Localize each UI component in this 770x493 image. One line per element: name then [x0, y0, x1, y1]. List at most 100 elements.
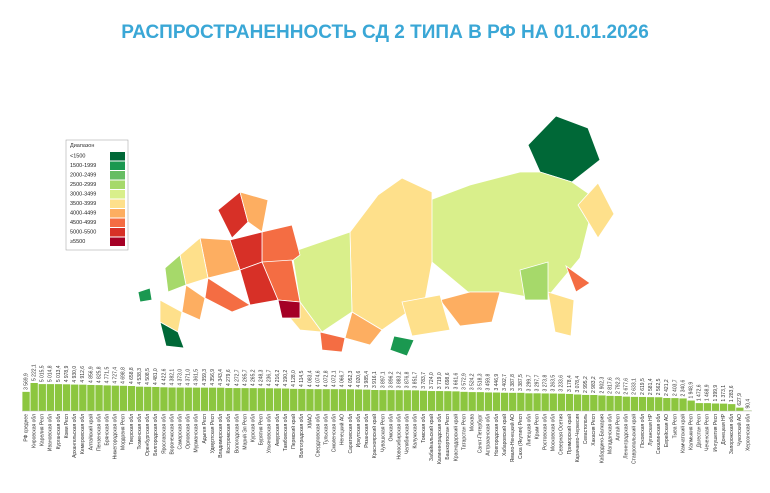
- bar: [509, 393, 516, 411]
- value-label: 4 190,2: [283, 370, 289, 387]
- bar: [177, 388, 184, 411]
- bar: [590, 395, 597, 411]
- x-tick-label: Архангельская обл: [72, 414, 78, 458]
- value-label: 2 619,5: [640, 378, 646, 395]
- bar: [671, 398, 678, 411]
- value-label: 4 538,3: [137, 368, 143, 385]
- x-tick-label: Владимирская обл: [218, 414, 224, 458]
- bar: [647, 397, 654, 411]
- legend-swatch: [110, 190, 125, 199]
- value-label: 4 481,0: [153, 368, 159, 385]
- bar: [736, 408, 743, 411]
- value-label: 3 297,7: [534, 374, 540, 391]
- x-tick-label: Самарская обл: [177, 414, 183, 450]
- map-region: [205, 278, 250, 312]
- value-label: 2 902,3: [599, 377, 605, 394]
- value-label: 5 222,1: [31, 364, 37, 381]
- bar: [517, 393, 524, 411]
- x-tick-label: Башкортостан Респ: [445, 414, 451, 460]
- bar: [404, 390, 411, 411]
- x-tick-label: Запорожская обл: [729, 414, 735, 454]
- value-label: 4 114,5: [299, 370, 305, 387]
- bar: [379, 390, 386, 411]
- bar: [387, 390, 394, 411]
- x-tick-label: Липецкая обл: [526, 414, 532, 446]
- value-label: 3 719,0: [437, 372, 443, 389]
- bar: [258, 388, 265, 411]
- bar: [420, 391, 427, 411]
- value-label: 2 633,1: [632, 378, 638, 395]
- bar: [71, 385, 78, 411]
- value-label: 4 771,5: [104, 367, 110, 384]
- x-tick-label: Ростовская обл: [542, 414, 548, 450]
- x-tick-label: Санкт-Петербург: [478, 414, 484, 453]
- x-tick-label: Бурятия Респ: [259, 414, 265, 446]
- value-label: 3 851,7: [413, 371, 419, 388]
- bar: [574, 394, 581, 411]
- x-tick-label: Калининградская обл: [437, 414, 443, 464]
- bar: [371, 390, 378, 411]
- legend-label: 4000-4499: [70, 210, 96, 216]
- x-tick-label: Чукотский АО: [736, 414, 743, 446]
- value-label: 1 948,9: [688, 382, 694, 399]
- bar: [250, 388, 257, 411]
- bar: [436, 391, 443, 411]
- bar: [712, 403, 719, 411]
- x-tick-label: Красноярский край: [371, 414, 378, 458]
- legend-label: 4500-4999: [70, 220, 96, 226]
- bar: [160, 387, 167, 411]
- bar: [217, 388, 224, 411]
- bar: [566, 394, 573, 411]
- bar: [477, 392, 484, 411]
- bar: [469, 392, 476, 411]
- bar: [22, 392, 29, 411]
- x-tick-label: Ивановская обл: [48, 414, 54, 451]
- x-tick-label: Алтайский край: [87, 414, 94, 450]
- bar: [542, 393, 549, 411]
- map-region: [430, 172, 595, 300]
- x-tick-label: Курская обл: [250, 414, 256, 442]
- bar: [639, 397, 646, 411]
- value-label: 3 387,8: [510, 374, 516, 391]
- x-tick-label: Астраханская обл: [486, 414, 492, 456]
- legend-swatch: [110, 181, 125, 190]
- x-tick-label: Смоленская обл: [332, 414, 338, 452]
- bar: [314, 389, 321, 411]
- x-tick-label: Луганская НР: [648, 413, 654, 445]
- bar: [460, 392, 467, 411]
- value-label: 3 876,8: [405, 371, 411, 388]
- x-tick-label: Воронежская обл: [169, 414, 175, 455]
- x-tick-label: Псковская обл: [640, 414, 646, 448]
- value-label: 4 361,5: [194, 369, 200, 386]
- x-tick-label: Московская обл: [551, 414, 557, 451]
- bar: [128, 386, 135, 411]
- map-region: [320, 332, 345, 352]
- x-tick-label: Кабардино-Балкария: [599, 414, 605, 463]
- bar: [606, 396, 613, 411]
- bar: [274, 388, 281, 411]
- legend-label: 3500-3999: [70, 201, 96, 207]
- bar: [31, 383, 38, 411]
- value-label: 4 072,8: [323, 370, 329, 387]
- x-tick-label: Марий Эл Респ: [241, 414, 248, 450]
- bar: [720, 404, 727, 411]
- value-label: 3 698,6: [445, 372, 451, 389]
- x-tick-label: Челябинская обл: [405, 414, 411, 454]
- value-label: 4 265,7: [242, 369, 248, 386]
- bar: [63, 384, 70, 411]
- value-label: 4 371,0: [186, 369, 192, 386]
- bar: [363, 390, 370, 411]
- value-label: 4 052,3: [348, 370, 354, 387]
- legend-swatch: [110, 152, 125, 161]
- value-label: 4 020,6: [356, 371, 362, 388]
- x-tick-label: Пермский край: [290, 414, 297, 449]
- bar: [201, 388, 208, 411]
- map-region: [138, 288, 152, 302]
- legend-label: 3000-3499: [70, 191, 96, 197]
- value-label: 4 265,2: [250, 369, 256, 386]
- value-label: 4 072,1: [332, 370, 338, 387]
- bar: [39, 384, 46, 411]
- legend-swatch: [110, 200, 125, 209]
- value-label: 4 422,6: [161, 368, 167, 385]
